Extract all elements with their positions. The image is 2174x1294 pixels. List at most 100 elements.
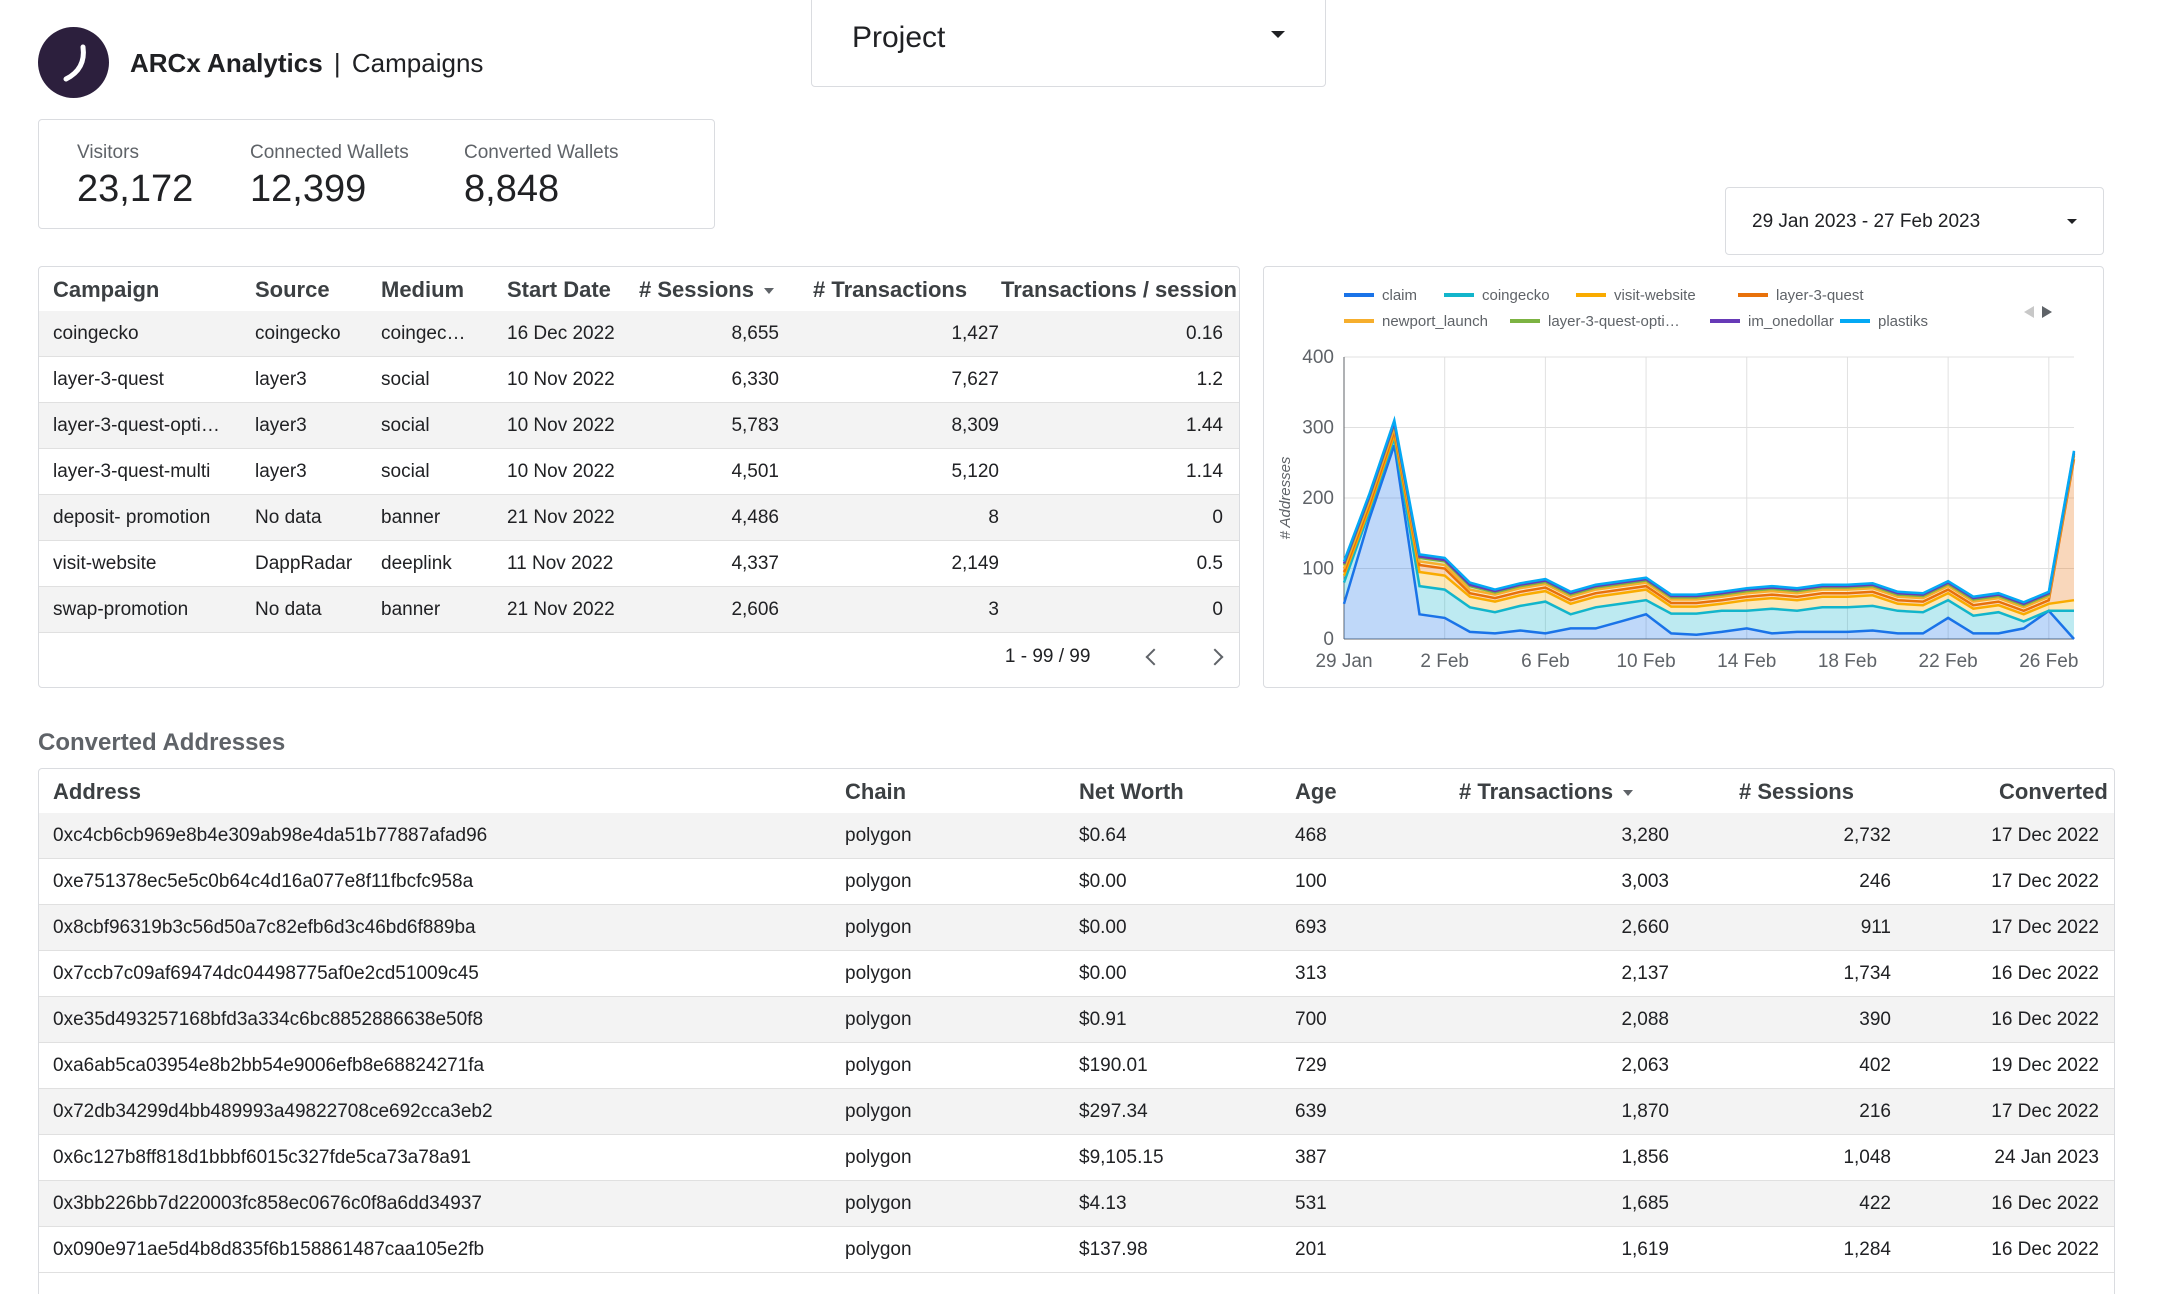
table-row[interactable]: swap-promotion No data banner 21 Nov 2022 2,… [39, 587, 1239, 633]
cell-transactions: 7,627 [951, 369, 999, 390]
col-net-worth[interactable]: Net Worth [1079, 779, 1184, 804]
cell-source: DappRadar [255, 553, 353, 574]
x-tick-label: 18 Feb [1818, 651, 1877, 672]
cell-age: 201 [1295, 1239, 1327, 1260]
x-tick-label: 22 Feb [1919, 651, 1978, 672]
cell-start-date: 10 Nov 2022 [507, 461, 615, 482]
table-row[interactable]: deposit- promotion No data banner 21 Nov 20… [39, 495, 1239, 541]
cell-tx-per-session: 0 [1212, 507, 1223, 528]
date-range-picker[interactable]: 29 Jan 2023 - 27 Feb 2023 [1725, 187, 2104, 255]
legend-item[interactable]: layer-3-quest [1738, 287, 1864, 304]
cell-campaign: deposit- promotion [53, 507, 211, 528]
legend-swatch [1576, 293, 1606, 297]
cell-address: 0xe751378ec5e5c0b64c4d16a077e8f11fbcfc95… [53, 871, 474, 892]
table-row[interactable]: 0x6c127b8ff818d1bbbf6015c327fde5ca73a78a… [39, 1135, 2114, 1181]
cell-address: 0x090e971ae5d4b8d835f6b158861487caa105e2… [53, 1239, 485, 1260]
y-tick-label: 400 [1302, 347, 1334, 368]
converted-addresses-table: Address Chain Net Worth Age # Transactio… [38, 768, 2115, 1294]
legend-item[interactable]: coingecko [1444, 287, 1550, 304]
cell-sessions: 216 [1859, 1101, 1891, 1122]
cell-start-date: 21 Nov 2022 [507, 507, 615, 528]
kpi-converted-wallets: Converted Wallets 8,848 [464, 142, 619, 211]
table-row[interactable]: 0xe35d493257168bfd3a334c6bc8852886638e50… [39, 997, 2114, 1043]
legend-item[interactable]: newport_launch [1344, 313, 1488, 330]
col-start-date[interactable]: Start Date [507, 277, 611, 302]
col-sessions[interactable]: # Sessions [639, 277, 774, 303]
col-chain[interactable]: Chain [845, 779, 907, 804]
cell-medium: coingec… [381, 323, 466, 344]
cell-sessions: 5,783 [731, 415, 779, 436]
table-row[interactable]: 0xc4cb6cb969e8b4e309ab98e4da51b77887afad… [39, 813, 2114, 859]
legend-item[interactable]: im_onedollar [1710, 313, 1834, 330]
cell-campaign: layer-3-quest-opti… [53, 415, 220, 436]
cell-start-date: 11 Nov 2022 [507, 553, 614, 574]
table-row[interactable]: 0xe751378ec5e5c0b64c4d16a077e8f11fbcfc95… [39, 859, 2114, 905]
cell-chain: polygon [845, 963, 912, 984]
col-transactions[interactable]: # Transactions [1459, 779, 1634, 805]
cell-campaign: coingecko [53, 323, 139, 344]
col-converted[interactable]: Converted [1999, 779, 2108, 804]
col-address[interactable]: Address [53, 779, 142, 804]
table-row[interactable]: coingecko coingecko coingec… 16 Dec 2022 8,6… [39, 311, 1239, 357]
series-line-claim [1342, 444, 2075, 640]
cell-converted: 17 Dec 2022 [1991, 871, 2099, 892]
table-row[interactable]: 0x090e971ae5d4b8d835f6b158861487caa105e2… [39, 1227, 2114, 1273]
cell-source: layer3 [255, 461, 307, 482]
table-row[interactable]: visit-website DappRadar deeplink 11 Nov 202… [39, 541, 1239, 587]
col-sessions[interactable]: # Sessions [1739, 779, 1854, 804]
cell-converted: 17 Dec 2022 [1991, 825, 2099, 846]
cell-tx-per-session: 1.44 [1186, 415, 1223, 436]
legend-item[interactable]: claim [1344, 287, 1417, 304]
title-separator: | [333, 48, 341, 78]
cell-chain: polygon [845, 1193, 912, 1214]
table-header: Campaign Source Medium Start Date # Sess… [39, 267, 1239, 311]
page-title: ARCx Analytics | Campaigns [130, 48, 483, 79]
legend-item[interactable]: visit-website [1576, 287, 1696, 304]
cell-campaign: layer-3-quest [53, 369, 164, 390]
cell-transactions: 3,003 [1621, 871, 1669, 892]
kpi-label: Connected Wallets [250, 142, 409, 163]
cell-address: 0x3bb226bb7d220003fc858ec0676c0f8a6dd349… [53, 1193, 482, 1214]
chevron-left-icon[interactable] [1145, 648, 1163, 666]
table-row[interactable]: 0x8cbf96319b3c56d50a7c82efb6d3c46bd6f889… [39, 905, 2114, 951]
cell-address: 0xc4cb6cb969e8b4e309ab98e4da51b77887afad… [53, 825, 488, 846]
legend-prev-icon[interactable] [2024, 306, 2034, 318]
series-area-coingecko [1344, 438, 2074, 639]
col-transactions[interactable]: # Transactions [813, 277, 968, 302]
project-dropdown[interactable]: Project [811, 0, 1326, 87]
cell-tx-per-session: 0.5 [1196, 553, 1223, 574]
chevron-right-icon[interactable] [1206, 648, 1224, 666]
table-row[interactable]: 0x3bb226bb7d220003fc858ec0676c0f8a6dd349… [39, 1181, 2114, 1227]
y-tick-label: 300 [1302, 418, 1334, 439]
table-row[interactable]: 0xa6ab5ca03954e8b2bb54e9006efb8e68824271… [39, 1043, 2114, 1089]
brand-name: ARCx Analytics [130, 48, 323, 78]
cell-medium: social [381, 369, 430, 390]
cell-net-worth: $0.00 [1079, 917, 1127, 938]
x-tick-label: 2 Feb [1420, 651, 1469, 672]
cell-address: 0x6c127b8ff818d1bbbf6015c327fde5ca73a78a… [53, 1147, 472, 1168]
table-row[interactable]: layer-3-quest-opti… layer3 social 10 Nov 20… [39, 403, 1239, 449]
legend-swatch [1738, 293, 1768, 297]
cell-sessions: 4,337 [731, 553, 779, 574]
table-row[interactable]: layer-3-quest-multi layer3 social 10 Nov 20… [39, 449, 1239, 495]
col-medium[interactable]: Medium [381, 277, 465, 302]
cell-medium: deeplink [381, 553, 452, 574]
table-row[interactable]: 0x72db34299d4bb489993a49822708ce692cca3e… [39, 1089, 2114, 1135]
col-campaign[interactable]: Campaign [53, 277, 160, 302]
cell-sessions: 6,330 [731, 369, 779, 390]
cell-sessions: 1,284 [1843, 1239, 1891, 1260]
legend-item[interactable]: layer-3-quest-opti… [1510, 313, 1680, 330]
legend-item[interactable]: plastiks [1840, 313, 1928, 330]
table-row[interactable]: layer-3-quest layer3 social 10 Nov 2022 6,33… [39, 357, 1239, 403]
col-sessions-label: # Sessions [639, 277, 754, 302]
table-row[interactable]: 0x7ccb7c09af69474dc04498775af0e2cd51009c… [39, 951, 2114, 997]
legend-next-icon[interactable] [2042, 306, 2052, 318]
cell-sessions: 4,486 [731, 507, 779, 528]
cell-source: No data [255, 507, 322, 528]
cell-sessions: 1,734 [1843, 963, 1891, 984]
col-source[interactable]: Source [255, 277, 330, 302]
col-age[interactable]: Age [1295, 779, 1337, 804]
legend-swatch [1840, 319, 1870, 323]
col-tx-per-session[interactable]: Transactions / session [1001, 277, 1237, 302]
page-name: Campaigns [351, 48, 484, 78]
